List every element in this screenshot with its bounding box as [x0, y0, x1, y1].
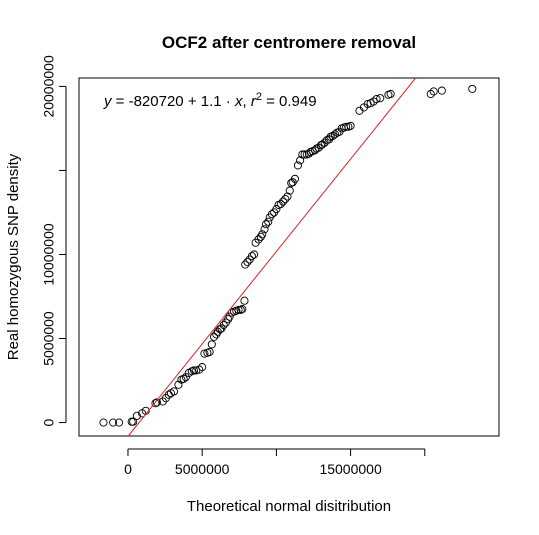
y-tick-label: 5000000 [41, 311, 57, 366]
data-point [437, 86, 446, 95]
data-point [429, 87, 438, 96]
data-point [241, 260, 250, 269]
data-point [205, 347, 214, 357]
data-point [298, 150, 307, 159]
data-point [426, 89, 435, 99]
data-point [219, 321, 228, 330]
chart-title: OCF2 after centromere removal [162, 33, 416, 52]
data-point [372, 94, 381, 104]
data-point [279, 197, 288, 206]
data-point [258, 230, 267, 239]
data-point [192, 366, 201, 375]
x-tick-label: 15000000 [319, 461, 382, 477]
data-point [386, 89, 395, 99]
data-point [369, 97, 378, 106]
data-point [181, 373, 190, 382]
regression-equation: y = -820720 + 1.1 · x, r2 = 0.949 [103, 91, 317, 110]
regression-layer [127, 77, 417, 437]
plot-frame [78, 77, 500, 437]
data-point [260, 225, 269, 234]
data-point [225, 312, 234, 321]
data-point [250, 250, 259, 259]
data-point [129, 417, 138, 426]
data-point [346, 121, 355, 130]
data-point [267, 210, 276, 219]
data-point [179, 374, 188, 383]
data-point [342, 122, 351, 131]
y-tick-label: 0 [41, 418, 57, 426]
y-axis-label: Real homozygous SNP density [5, 153, 22, 360]
eq-comma: , [242, 93, 250, 110]
eq-x-var: x [234, 93, 243, 110]
data-point [115, 418, 124, 427]
eq-r-exp: 2 [256, 91, 262, 103]
eq-y-var: y [103, 93, 113, 110]
data-point [234, 305, 243, 314]
data-point [318, 140, 327, 149]
data-point [293, 161, 302, 170]
data-point [283, 192, 292, 201]
data-point [195, 365, 204, 374]
data-point [243, 257, 252, 267]
regression-line [127, 77, 417, 437]
data-point [281, 194, 290, 204]
data-point [99, 418, 108, 427]
data-point [264, 217, 273, 226]
eq-plus: + [184, 93, 201, 110]
data-point [256, 232, 265, 241]
data-point [207, 340, 216, 349]
data-point [240, 296, 249, 305]
x-axis-label: Theoretical normal disitribution [187, 498, 391, 515]
eq-slope: 1.1 [201, 93, 222, 110]
data-point [169, 387, 179, 396]
data-point [285, 186, 294, 195]
data-point [189, 366, 199, 375]
x-tick-label: 5000000 [175, 461, 230, 477]
data-point [296, 156, 305, 165]
data-point [198, 363, 207, 372]
data-point [468, 84, 477, 93]
eq-dot: · [222, 93, 235, 110]
data-point [236, 305, 245, 314]
data-point [109, 418, 118, 427]
eq-r-var: r [251, 93, 257, 110]
x-axis: 0 5000000 15000000 [124, 448, 426, 477]
data-point [330, 130, 340, 139]
data-point [152, 398, 161, 407]
y-tick-label: 20000000 [41, 55, 57, 118]
data-point [290, 174, 299, 183]
y-tick-label: 10000000 [41, 223, 57, 286]
data-point [261, 220, 271, 229]
y-axis: 0 5000000 10000000 20000000 [41, 55, 67, 426]
data-point [272, 205, 281, 214]
data-point [247, 252, 256, 261]
data-point [224, 315, 233, 324]
data-point [376, 94, 385, 103]
data-point [276, 200, 285, 209]
data-point [238, 305, 247, 314]
data-point [200, 349, 209, 358]
eq-equals: = -820720 [112, 93, 184, 110]
x-tick-label: 0 [124, 461, 132, 477]
eq-r-value: = 0.949 [262, 93, 317, 110]
data-points [99, 84, 477, 427]
data-point [132, 411, 141, 420]
data-point [151, 399, 160, 408]
